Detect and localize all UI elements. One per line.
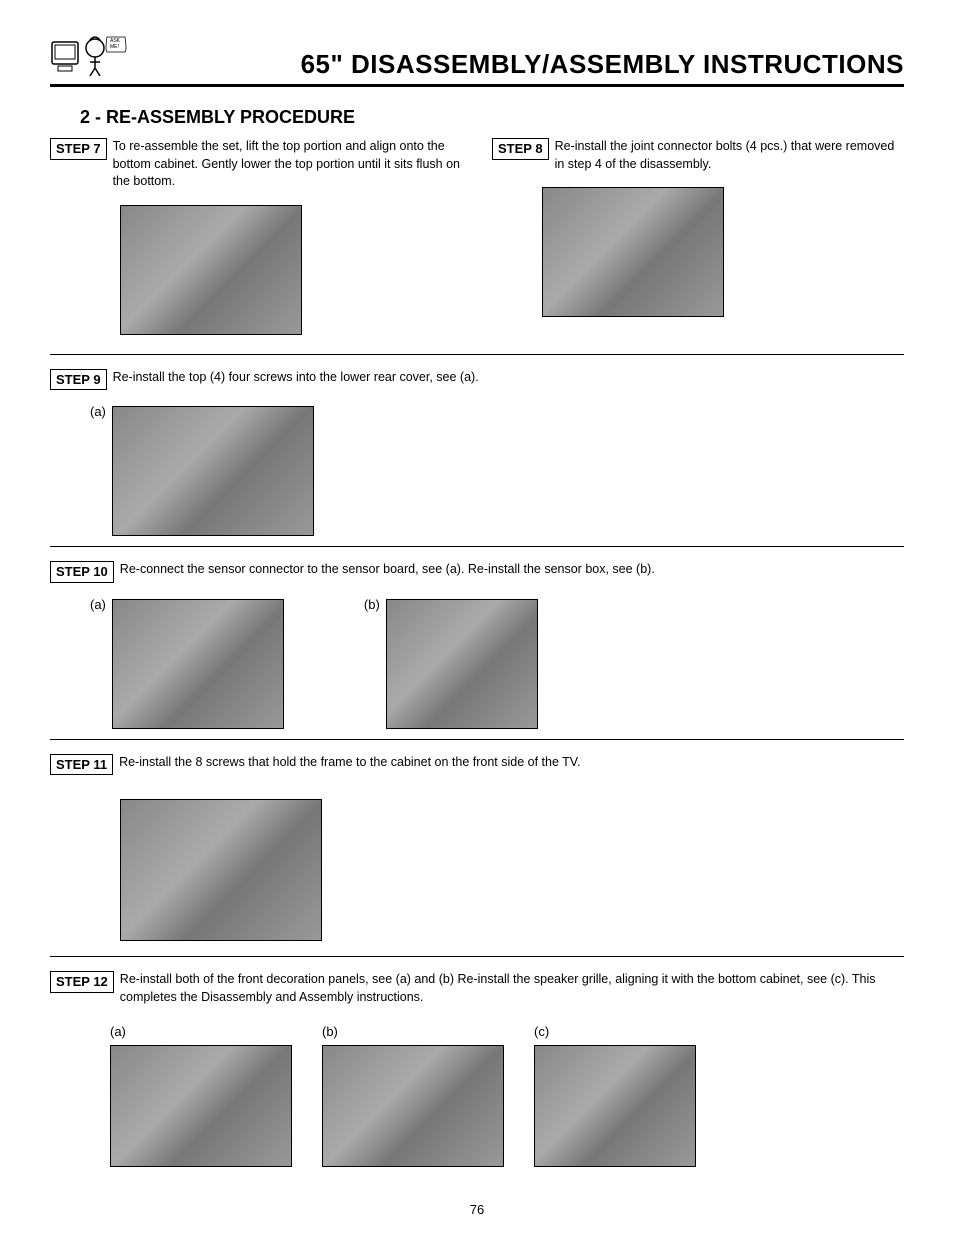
step-12-text: Re-install both of the front decoration … xyxy=(120,971,904,1006)
step-12-label: STEP 12 xyxy=(50,971,114,993)
page-number: 76 xyxy=(50,1202,904,1217)
step-9-label-a: (a) xyxy=(90,404,106,419)
step-11-text: Re-install the 8 screws that hold the fr… xyxy=(119,754,580,772)
step-7-image xyxy=(120,205,302,335)
step-10-label-b: (b) xyxy=(364,597,380,612)
step-8: STEP 8 Re-install the joint connector bo… xyxy=(492,138,904,173)
step-9: STEP 9 Re-install the top (4) four screw… xyxy=(50,369,904,391)
step-11-image xyxy=(120,799,322,941)
step-7: STEP 7 To re-assemble the set, lift the … xyxy=(50,138,462,191)
step-12-label-a: (a) xyxy=(110,1024,292,1039)
divider xyxy=(50,739,904,740)
step-7-label: STEP 7 xyxy=(50,138,107,160)
ask-me-logo: ASK ME! xyxy=(50,30,130,80)
step-12-label-c: (c) xyxy=(534,1024,696,1039)
step-11: STEP 11 Re-install the 8 screws that hol… xyxy=(50,754,904,776)
step-9-image-a xyxy=(112,406,314,536)
row-steps-7-8: STEP 7 To re-assemble the set, lift the … xyxy=(50,138,904,340)
svg-text:ME!: ME! xyxy=(110,44,119,50)
section-title: 2 - RE-ASSEMBLY PROCEDURE xyxy=(80,107,904,128)
step-10-label-a: (a) xyxy=(90,597,106,612)
page-header: ASK ME! 65" DISASSEMBLY/ASSEMBLY INSTRUC… xyxy=(50,30,904,87)
step-9-text: Re-install the top (4) four screws into … xyxy=(113,369,479,387)
step-12-label-b: (b) xyxy=(322,1024,504,1039)
divider xyxy=(50,354,904,355)
step-8-text: Re-install the joint connector bolts (4 … xyxy=(555,138,904,173)
step-10: STEP 10 Re-connect the sensor connector … xyxy=(50,561,904,583)
step-12-image-c xyxy=(534,1045,696,1167)
step-10-label: STEP 10 xyxy=(50,561,114,583)
step-7-text: To re-assemble the set, lift the top por… xyxy=(113,138,462,191)
step-12-image-a xyxy=(110,1045,292,1167)
step-9-label: STEP 9 xyxy=(50,369,107,391)
step-10-image-b xyxy=(386,599,538,729)
step-8-image xyxy=(542,187,724,317)
step-12: STEP 12 Re-install both of the front dec… xyxy=(50,971,904,1006)
step-8-label: STEP 8 xyxy=(492,138,549,160)
step-10-image-a xyxy=(112,599,284,729)
step-12-image-b xyxy=(322,1045,504,1167)
divider xyxy=(50,546,904,547)
divider xyxy=(50,956,904,957)
step-10-text: Re-connect the sensor connector to the s… xyxy=(120,561,655,579)
header-title: 65" DISASSEMBLY/ASSEMBLY INSTRUCTIONS xyxy=(145,49,904,80)
step-11-label: STEP 11 xyxy=(50,754,113,776)
